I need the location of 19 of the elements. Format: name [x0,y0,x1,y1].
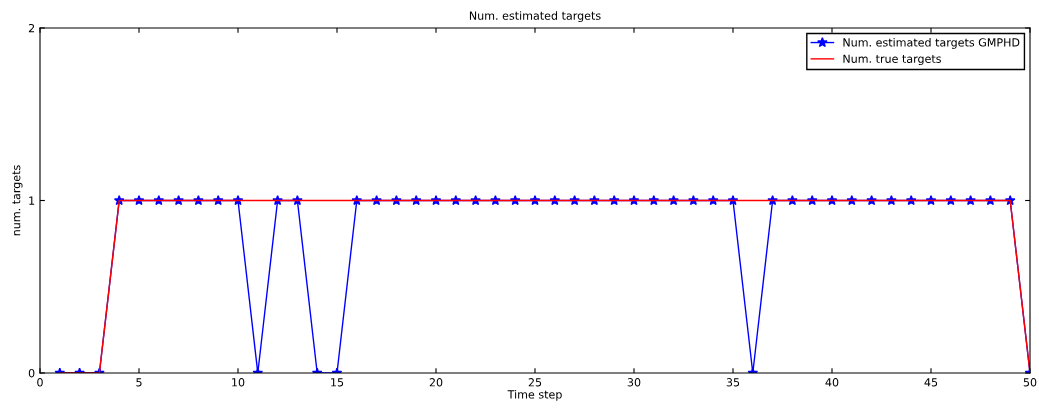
x-tick-label: 50 [1023,378,1037,387]
x-tick-label: 30 [627,378,641,387]
x-tick-label: 10 [232,378,245,387]
legend-label: Num. estimated targets GMPHD [843,38,1020,49]
x-tick-label: 0 [37,378,43,387]
chart-title: Num. estimated targets [469,11,601,22]
x-tick-label: 20 [429,378,443,387]
x-axis-title: Time step [507,390,562,401]
x-tick-label: 35 [726,378,740,387]
y-tick-label: 1 [29,196,35,205]
y-tick-label: 2 [28,23,35,33]
y-axis-title: num. targets [12,165,23,236]
legend-label: Num. true targets [843,54,941,66]
x-tick-label: 15 [331,378,344,387]
x-tick-label: 40 [825,378,839,387]
x-tick-label: 5 [136,378,142,387]
x-tick-label: 45 [924,378,938,387]
x-tick-label: 25 [528,378,542,387]
y-tick-label: 0 [28,368,35,378]
